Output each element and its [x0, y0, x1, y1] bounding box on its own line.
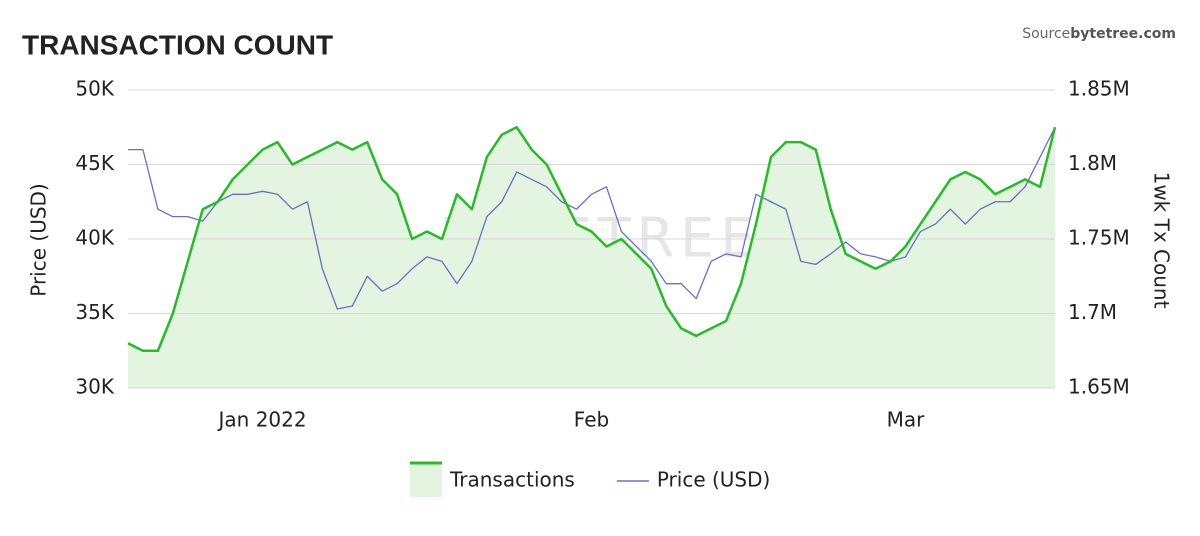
legend-label: Transactions: [449, 468, 575, 492]
x-tick-label: Jan 2022: [217, 408, 307, 432]
y-axis-title: Price (USD): [27, 183, 51, 297]
y2-tick-label: 1.8M: [1068, 151, 1117, 175]
source-label: Source:: [1022, 26, 1075, 42]
y-tick-label: 40K: [75, 226, 114, 250]
y-tick-label: 45K: [75, 151, 114, 175]
y2-tick-label: 1.7M: [1068, 300, 1117, 324]
x-tick-label: Mar: [887, 408, 926, 432]
chart-title: TRANSACTION COUNT: [22, 29, 333, 60]
y-tick-label: 30K: [75, 375, 114, 399]
y2-axis-title: 1wk Tx Count: [1150, 172, 1174, 309]
line: [127, 126, 1057, 352]
legend-swatch: [410, 463, 442, 497]
line: [128, 126, 1056, 310]
area: [128, 127, 1055, 388]
y-tick-label: 50K: [75, 77, 114, 101]
x-tick-label: Feb: [574, 408, 609, 432]
y-tick-label: 35K: [75, 300, 114, 324]
y2-tick-label: 1.65M: [1068, 375, 1130, 399]
y2-tick-label: 1.85M: [1068, 77, 1130, 101]
y2-tick-label: 1.75M: [1068, 226, 1130, 250]
source-name: bytetree.com: [1070, 26, 1176, 42]
legend-label: Price (USD): [657, 468, 771, 492]
